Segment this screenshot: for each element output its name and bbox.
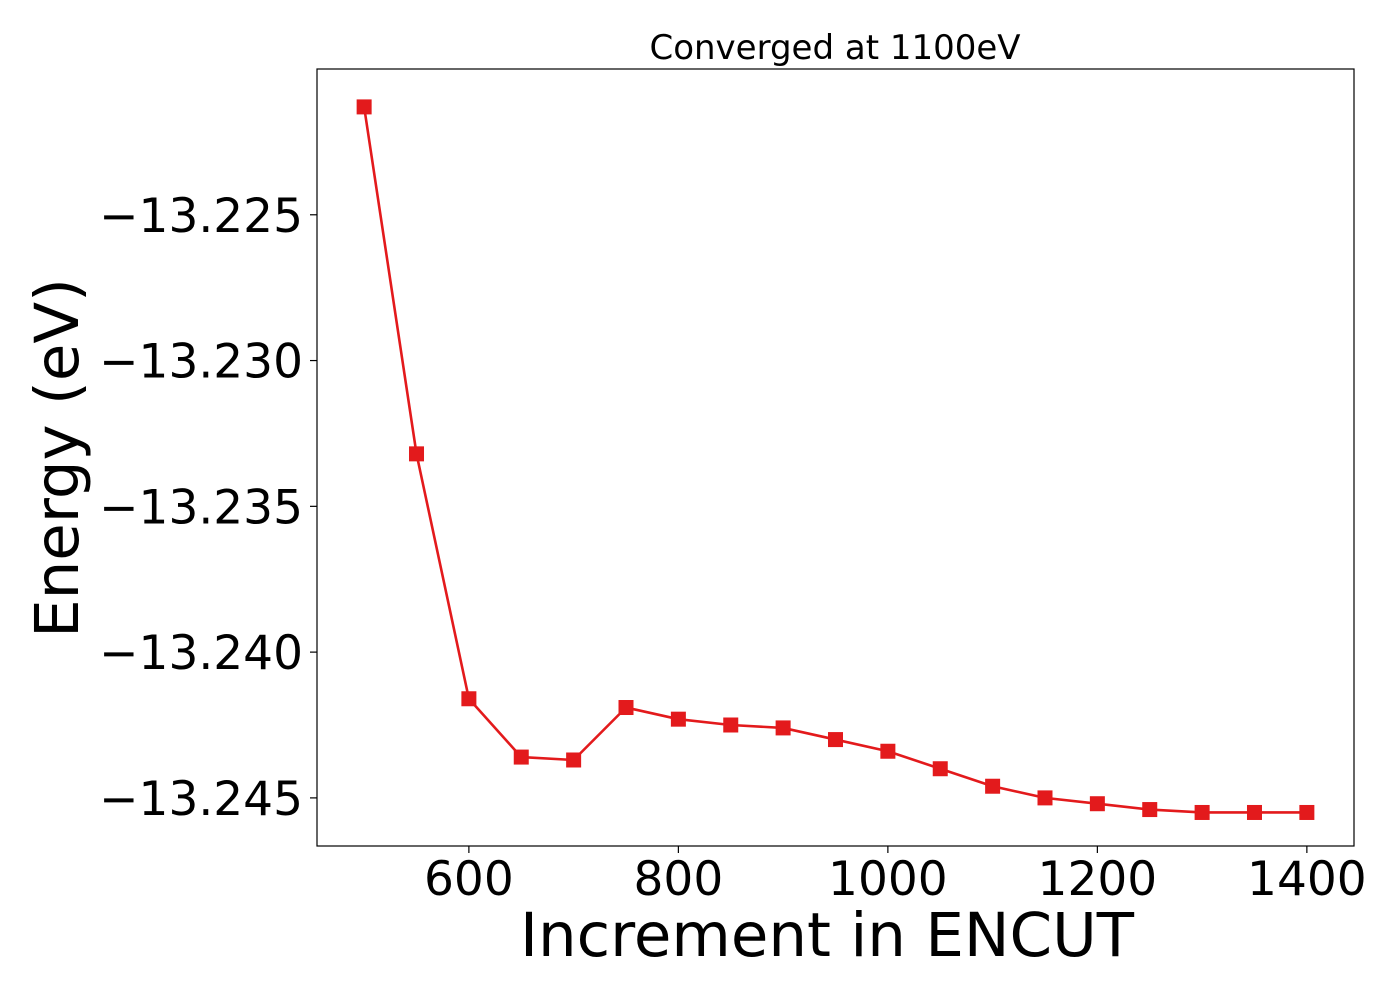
data-point-marker xyxy=(1037,790,1053,806)
x-tick-label: 1200 xyxy=(1038,852,1158,907)
data-point-marker xyxy=(566,752,582,768)
y-tick-label: −13.225 xyxy=(99,189,303,244)
data-point-marker xyxy=(1089,796,1105,812)
x-tick-label: 1000 xyxy=(828,852,948,907)
data-point-marker xyxy=(670,711,686,727)
plot-area: 600 800 1000 1200 1400 −13.225 −13.230 −13.235 −… xyxy=(99,68,1367,907)
x-tick-label: 600 xyxy=(424,852,514,907)
data-point-marker xyxy=(409,446,425,462)
data-point-marker xyxy=(356,99,372,115)
data-point-marker xyxy=(880,743,896,759)
data-point-marker xyxy=(461,691,477,707)
data-point-marker xyxy=(1299,804,1315,820)
data-point-marker xyxy=(513,749,529,765)
data-point-marker xyxy=(1142,802,1158,818)
y-axis-label: Energy (eV) xyxy=(22,278,93,638)
data-point-marker xyxy=(932,761,948,777)
x-tick-label: 800 xyxy=(634,852,724,907)
chart-title: Converged at 1100eV xyxy=(649,28,1020,68)
x-axis-label: Increment in ENCUT xyxy=(520,900,1135,971)
data-point-marker xyxy=(828,732,843,748)
plot-frame xyxy=(316,68,1355,847)
data-point-marker xyxy=(723,717,739,733)
y-tick-label: −13.230 xyxy=(99,335,303,390)
y-tick-label: −13.235 xyxy=(99,480,303,535)
data-point-marker xyxy=(985,778,1001,794)
data-point-marker xyxy=(618,700,634,716)
data-point-marker xyxy=(1246,804,1262,820)
data-point-marker xyxy=(775,720,791,736)
x-tick-label: 1400 xyxy=(1247,852,1367,907)
data-point-marker xyxy=(1194,804,1210,820)
y-tick-label: −13.240 xyxy=(99,626,303,681)
y-tick-label: −13.245 xyxy=(99,772,303,827)
